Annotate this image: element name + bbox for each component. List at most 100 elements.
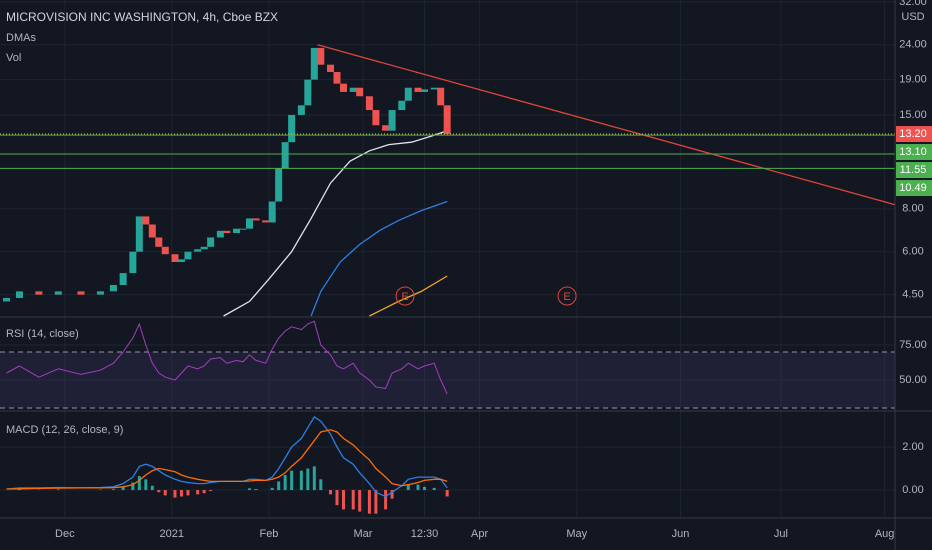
- histogram-bar: [329, 490, 333, 495]
- candle: [443, 105, 451, 135]
- candle: [365, 96, 373, 111]
- histogram-bar: [56, 489, 60, 491]
- candle: [398, 100, 406, 111]
- histogram-bar: [196, 490, 200, 495]
- candle: [262, 220, 270, 223]
- candle: [414, 87, 422, 92]
- x-tick-label: Aug: [875, 528, 895, 540]
- rsi-title: RSI (14, close): [6, 328, 79, 340]
- earnings-label: E: [401, 291, 408, 303]
- candle: [310, 47, 318, 80]
- moving-average: [310, 200, 448, 317]
- y-tick-label: 15.00: [899, 109, 927, 121]
- histogram-bar: [390, 490, 394, 499]
- rsi-band: [0, 352, 895, 409]
- candle: [148, 224, 156, 238]
- macd-line: [6, 429, 448, 490]
- histogram-bar: [131, 482, 135, 491]
- candle: [239, 228, 247, 230]
- histogram-bar: [150, 485, 154, 491]
- histogram-bar: [17, 489, 21, 491]
- candle: [430, 87, 438, 90]
- x-tick-label: Dec: [55, 528, 75, 540]
- macd-title: MACD (12, 26, close, 9): [6, 424, 123, 436]
- candle: [171, 254, 179, 263]
- histogram-bar: [367, 490, 371, 514]
- histogram-bar: [173, 490, 177, 498]
- x-tick-label: May: [566, 528, 587, 540]
- candle: [246, 218, 254, 229]
- histogram-bar: [270, 487, 274, 491]
- candle: [96, 291, 104, 295]
- candle: [339, 83, 347, 92]
- candle: [223, 230, 231, 234]
- histogram-bar: [137, 476, 141, 491]
- candle: [317, 47, 325, 65]
- candle: [54, 291, 62, 295]
- x-tick-label: Jul: [774, 528, 788, 540]
- candle: [252, 218, 260, 221]
- currency-label: USD: [901, 11, 924, 23]
- histogram-bar: [445, 490, 449, 497]
- histogram-bar: [416, 484, 420, 491]
- candle: [109, 285, 117, 292]
- histogram-bar: [144, 479, 148, 491]
- histogram-bar: [422, 486, 426, 491]
- price-label: 11.55: [900, 164, 927, 176]
- grid: [0, 0, 895, 518]
- rsi-line: [6, 320, 448, 395]
- candle: [129, 251, 137, 274]
- histogram-bar: [319, 479, 323, 491]
- x-tick-label: Jun: [672, 528, 690, 540]
- candle: [297, 105, 305, 115]
- symbol-title: MICROVISION INC WASHINGTON, 4h, Cboe BZX: [6, 10, 278, 24]
- y-tick-label: 32.00: [899, 0, 927, 8]
- candle: [155, 237, 163, 247]
- y-tick-label: 6.00: [902, 246, 923, 258]
- y-tick-label: 75.00: [899, 339, 927, 351]
- price-label-box: [896, 144, 932, 161]
- histogram-bar: [406, 484, 410, 491]
- histogram-bar: [202, 490, 206, 494]
- x-tick-label: Apr: [471, 528, 488, 540]
- histogram-bar: [111, 489, 115, 491]
- candle: [356, 87, 364, 97]
- candle: [372, 110, 380, 126]
- candle: [333, 72, 341, 84]
- price-label: 10.49: [899, 182, 927, 194]
- price-label-box: [896, 180, 932, 197]
- candle: [388, 110, 396, 131]
- x-tick-label: Mar: [353, 528, 372, 540]
- histogram-bar: [432, 487, 436, 491]
- histogram-bar: [157, 490, 161, 493]
- histogram-bar: [186, 490, 190, 496]
- x-tick-label: 12:30: [411, 528, 439, 540]
- histogram-bar: [283, 474, 287, 491]
- histogram-bar: [384, 490, 388, 510]
- candle: [200, 246, 208, 250]
- y-tick-label: 24.00: [899, 39, 927, 51]
- y-tick-label: 2.00: [902, 441, 923, 453]
- histogram-bar: [341, 490, 345, 510]
- candle: [2, 297, 10, 302]
- y-tick-label: 19.00: [899, 74, 927, 86]
- candle: [275, 168, 283, 202]
- price-label: 13.10: [899, 146, 927, 158]
- moving-average: [369, 275, 448, 317]
- histogram-bar: [335, 490, 339, 506]
- histogram-bar: [358, 490, 362, 512]
- candle: [35, 291, 43, 295]
- candle: [207, 237, 215, 247]
- earnings-marker: [557, 286, 577, 306]
- histogram-bar: [209, 490, 213, 492]
- price-label-box: [896, 126, 932, 143]
- candle: [15, 291, 23, 298]
- candle: [135, 216, 143, 252]
- histogram-bar: [179, 490, 183, 497]
- candle: [119, 273, 127, 286]
- y-tick-label: 8.00: [902, 203, 923, 215]
- y-tick-label: 50.00: [899, 374, 927, 386]
- candle: [288, 114, 296, 143]
